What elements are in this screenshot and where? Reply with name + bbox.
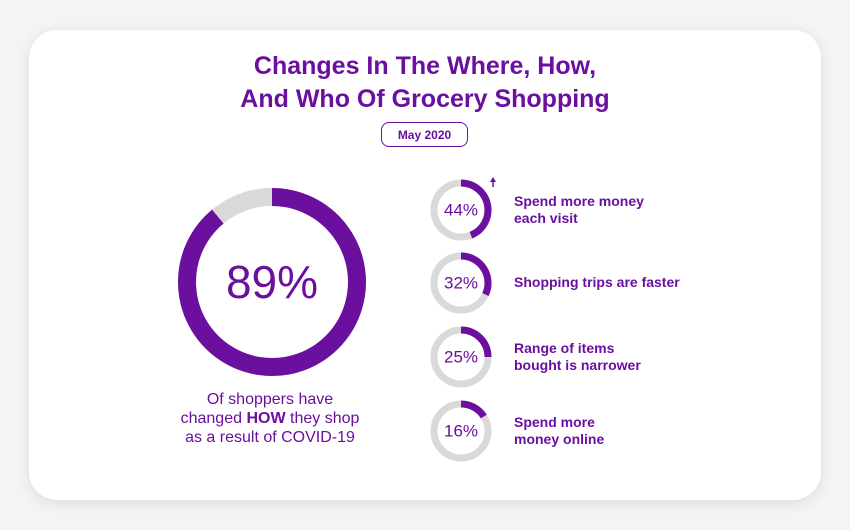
stat-donut-2-value-label: 32% <box>444 274 478 293</box>
main-donut-arc <box>178 188 366 376</box>
stat-label-1: Spend more money each visit <box>514 193 754 227</box>
stat-donut-4-value-label: 16% <box>444 422 478 441</box>
main-caption-line-1: Of shoppers have <box>206 391 334 408</box>
stat-label-3-line-2: bought is narrower <box>514 357 641 373</box>
stat-label-1-line-2: each visit <box>514 210 578 226</box>
main-caption: Of shoppers have changed HOW they shop a… <box>150 390 390 447</box>
date-badge: May 2020 <box>381 122 468 147</box>
main-caption-line-2: changed HOW they shop <box>150 409 390 428</box>
stat-label-1-line-1: Spend more money <box>514 193 644 209</box>
chart-title-line-2: And Who Of Grocery Shopping <box>240 85 610 113</box>
stat-donut-2-arc <box>460 252 492 296</box>
stat-label-3: Range of items bought is narrower <box>514 340 754 374</box>
stat-label-4-line-2: money online <box>514 431 605 447</box>
stat-donut-3-value-label: 25% <box>444 348 478 367</box>
stat-donut-1: 44% <box>430 179 492 241</box>
main-caption-line-2-post: they shop <box>285 410 360 427</box>
stat-donut-3-arc <box>460 326 492 358</box>
stat-label-4: Spend more money online <box>514 414 754 448</box>
stat-label-2-line-1: Shopping trips are faster <box>514 274 680 290</box>
stat-donut-3: 25% <box>430 326 492 388</box>
stat-donut-1-arc <box>460 179 492 239</box>
stat-donut-1-value-label: 44% <box>444 201 478 220</box>
stat-donut-4-arc <box>460 400 487 419</box>
infographic-card <box>29 30 821 500</box>
stat-label-4-line-1: Spend more <box>514 414 595 430</box>
main-donut-value-label: 89% <box>226 256 318 308</box>
main-caption-line-2-pre: changed <box>180 410 247 427</box>
main-caption-emphasis: HOW <box>246 410 286 427</box>
chart-title-line-1: Changes In The Where, How, <box>253 52 597 80</box>
main-donut: 89% <box>178 188 366 376</box>
up-arrow-icon <box>490 177 496 187</box>
main-caption-line-3: as a result of COVID-19 <box>185 429 355 446</box>
chart-title: Changes In The Where, How, And Who Of Gr… <box>0 50 850 116</box>
stat-donut-4: 16% <box>430 400 492 462</box>
stat-donut-2: 32% <box>430 252 492 314</box>
stat-label-2: Shopping trips are faster <box>514 274 754 291</box>
stat-label-3-line-1: Range of items <box>514 340 615 356</box>
